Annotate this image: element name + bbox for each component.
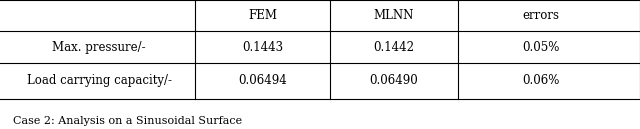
- Text: FEM: FEM: [248, 9, 277, 22]
- Text: errors: errors: [522, 9, 559, 22]
- Text: 0.06%: 0.06%: [522, 74, 559, 87]
- Text: 0.06490: 0.06490: [369, 74, 418, 87]
- Text: 0.05%: 0.05%: [522, 41, 559, 54]
- Text: 0.06494: 0.06494: [238, 74, 287, 87]
- Text: MLNN: MLNN: [373, 9, 414, 22]
- Text: Case 2: Analysis on a Sinusoidal Surface: Case 2: Analysis on a Sinusoidal Surface: [13, 116, 242, 126]
- Text: Load carrying capacity/-: Load carrying capacity/-: [27, 74, 172, 87]
- Text: 0.1443: 0.1443: [242, 41, 283, 54]
- Text: Max. pressure/-: Max. pressure/-: [52, 41, 146, 54]
- Text: 0.1442: 0.1442: [373, 41, 414, 54]
